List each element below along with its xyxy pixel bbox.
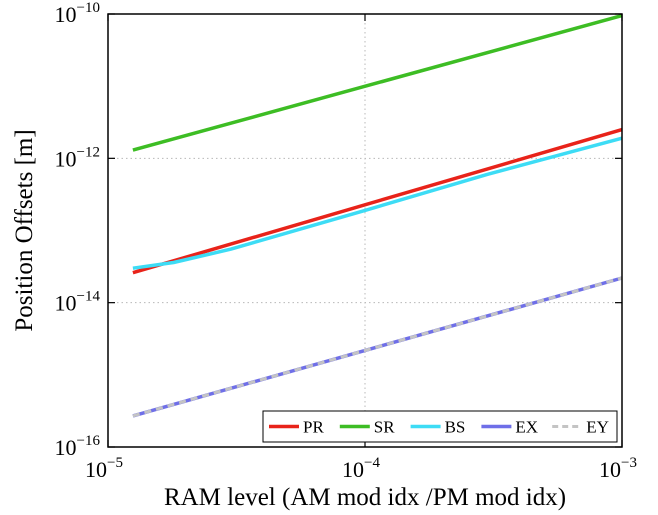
y-tick-label: 10−12 xyxy=(55,144,100,171)
legend-label-sr: SR xyxy=(374,418,395,437)
x-tick-label: 10−3 xyxy=(599,455,637,482)
legend-label-pr: PR xyxy=(303,418,324,437)
y-tick-label: 10−10 xyxy=(55,0,100,27)
axis-ticks: 10−5 10−4 10−3 10−16 10−14 10−12 10−10 xyxy=(55,0,637,482)
series-line-pr xyxy=(132,127,623,275)
x-axis-label: RAM level (AM mod idx /PM mod idx) xyxy=(164,484,566,511)
legend: PR SR BS EX EY xyxy=(262,410,618,443)
legend-label-ey: EY xyxy=(586,418,609,437)
legend-label-bs: BS xyxy=(445,418,466,437)
x-tick-label: 10−5 xyxy=(85,455,123,482)
legend-label-ex: EX xyxy=(515,418,538,437)
y-tick-label: 10−16 xyxy=(55,433,101,460)
series-line-bs xyxy=(132,136,623,270)
y-axis-label: Position Offsets [m] xyxy=(11,129,38,331)
series-line-sr xyxy=(132,13,623,152)
series-lines xyxy=(132,13,623,418)
series-line-ey xyxy=(132,276,623,418)
x-tick-label: 10−4 xyxy=(342,455,380,482)
grid-lines xyxy=(108,14,622,447)
y-tick-label: 10−14 xyxy=(55,289,101,316)
